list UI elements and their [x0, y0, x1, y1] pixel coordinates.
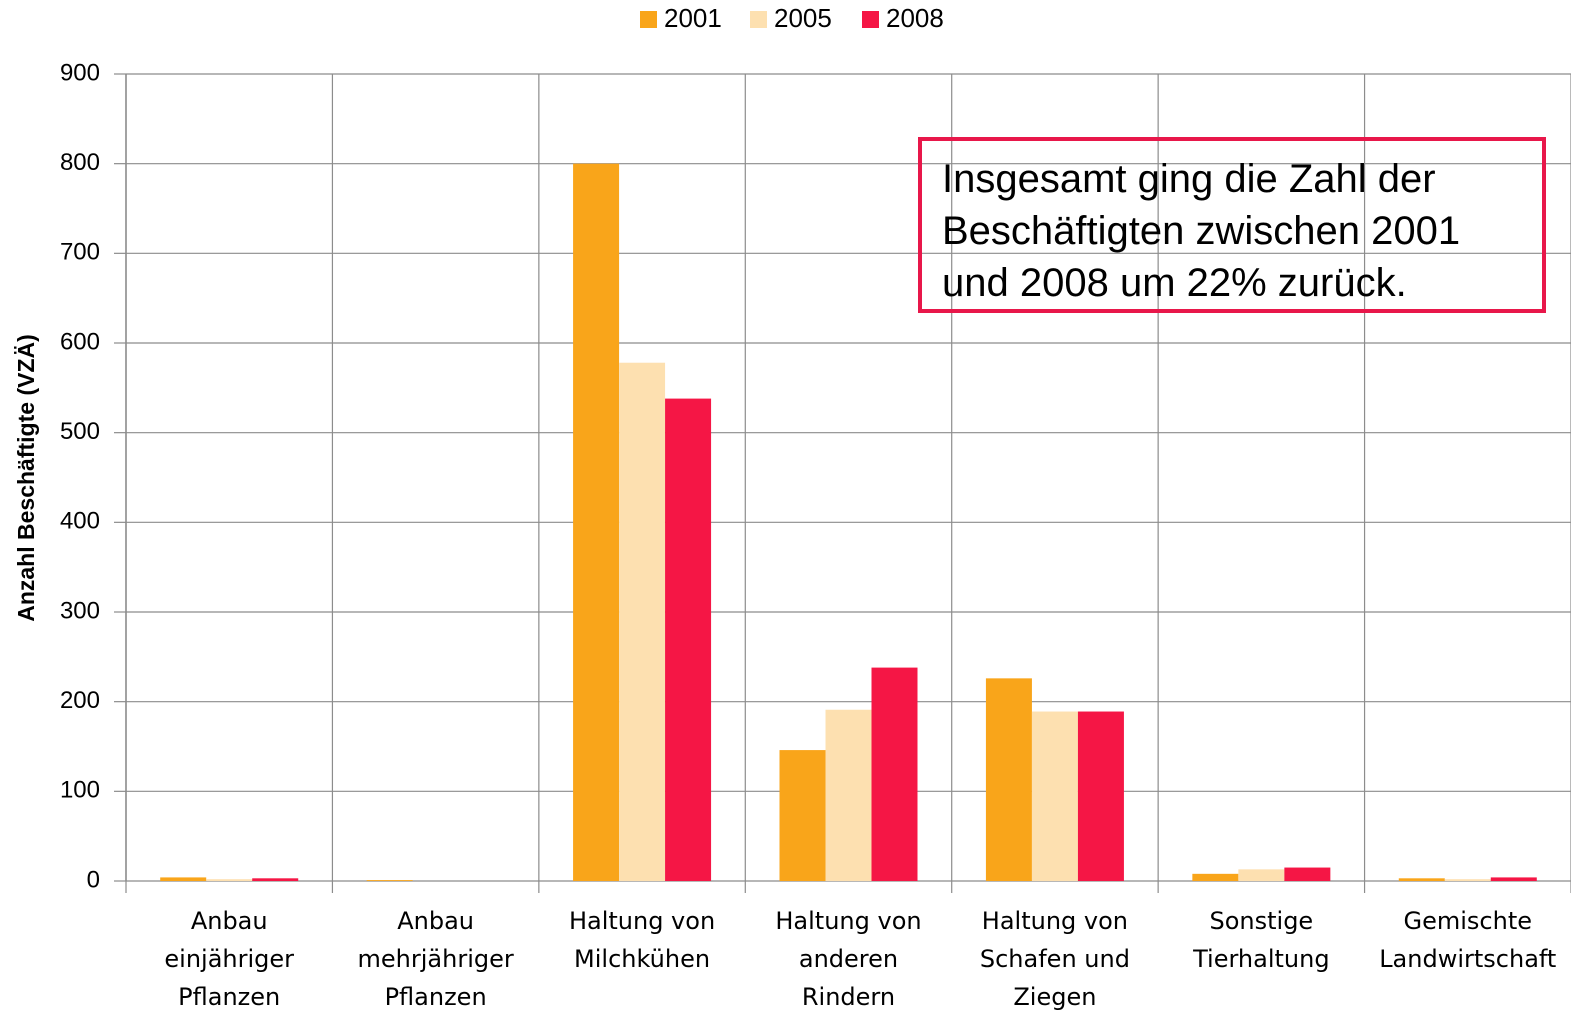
x-tick-label: Haltung von Schafen und Ziegen — [979, 907, 1130, 1011]
bar — [985, 678, 1032, 881]
bar — [871, 667, 918, 881]
bar — [252, 878, 299, 881]
bar — [366, 880, 413, 881]
bar — [1031, 711, 1078, 881]
bar — [619, 362, 666, 881]
annotation-text: Insgesamt ging die Zahl der Beschäftigte… — [942, 157, 1461, 305]
x-tick-label: Anbau mehrjähriger Pflanzen — [357, 907, 514, 1011]
y-tick-label: 300 — [60, 597, 100, 624]
y-tick-label: 600 — [60, 328, 100, 355]
legend-swatch — [640, 11, 657, 28]
y-tick-label: 700 — [60, 239, 100, 266]
x-tick-label: Sonstige Tierhaltung — [1193, 907, 1330, 973]
x-tick-label: Haltung von anderen Rindern — [775, 907, 922, 1011]
x-tick-label: Haltung von Milchkühen — [568, 907, 716, 973]
bar — [573, 163, 620, 881]
x-tick-label: Anbau einjähriger Pflanzen — [164, 907, 295, 1011]
legend-label: 2001 — [664, 3, 722, 33]
bar — [206, 879, 253, 881]
bar — [665, 398, 712, 881]
bar — [1444, 879, 1491, 881]
legend-swatch — [862, 11, 879, 28]
y-axis-label: Anzahl Beschäftigte (VZÄ) — [13, 334, 39, 622]
legend-swatch — [750, 11, 767, 28]
bar — [1238, 869, 1285, 881]
y-tick-label: 900 — [60, 59, 100, 86]
bar — [825, 709, 872, 881]
y-tick-label: 100 — [60, 777, 100, 804]
legend-label: 2008 — [886, 3, 944, 33]
legend-label: 2005 — [774, 3, 832, 33]
annotation: Insgesamt ging die Zahl der Beschäftigte… — [918, 137, 1546, 313]
bar — [1398, 878, 1445, 881]
bar — [160, 877, 207, 881]
y-tick-label: 800 — [60, 149, 100, 176]
y-tick-label: 500 — [60, 418, 100, 445]
bar — [1284, 867, 1331, 881]
bar — [1490, 877, 1537, 881]
bar — [1192, 873, 1239, 881]
y-tick-label: 400 — [60, 508, 100, 535]
y-tick-label: 0 — [87, 866, 100, 893]
x-tick-label: Gemischte Landwirtschaft — [1379, 907, 1557, 973]
bar — [779, 750, 826, 881]
bar — [1077, 711, 1124, 881]
y-tick-label: 200 — [60, 687, 100, 714]
